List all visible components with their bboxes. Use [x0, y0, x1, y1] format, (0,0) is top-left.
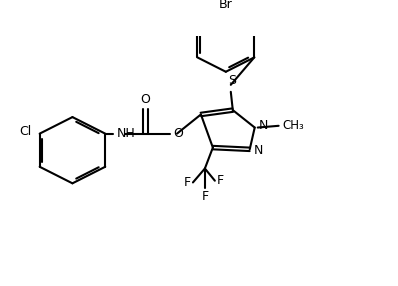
- Text: N: N: [259, 119, 268, 132]
- Text: NH: NH: [117, 127, 136, 140]
- Text: O: O: [140, 93, 150, 106]
- Text: O: O: [173, 127, 183, 140]
- Text: F: F: [217, 174, 224, 187]
- Text: Br: Br: [219, 0, 233, 11]
- Text: N: N: [254, 144, 263, 157]
- Text: CH₃: CH₃: [283, 119, 304, 132]
- Text: F: F: [184, 176, 191, 189]
- Text: S: S: [228, 74, 236, 88]
- Text: F: F: [201, 190, 209, 203]
- Text: Cl: Cl: [20, 125, 32, 138]
